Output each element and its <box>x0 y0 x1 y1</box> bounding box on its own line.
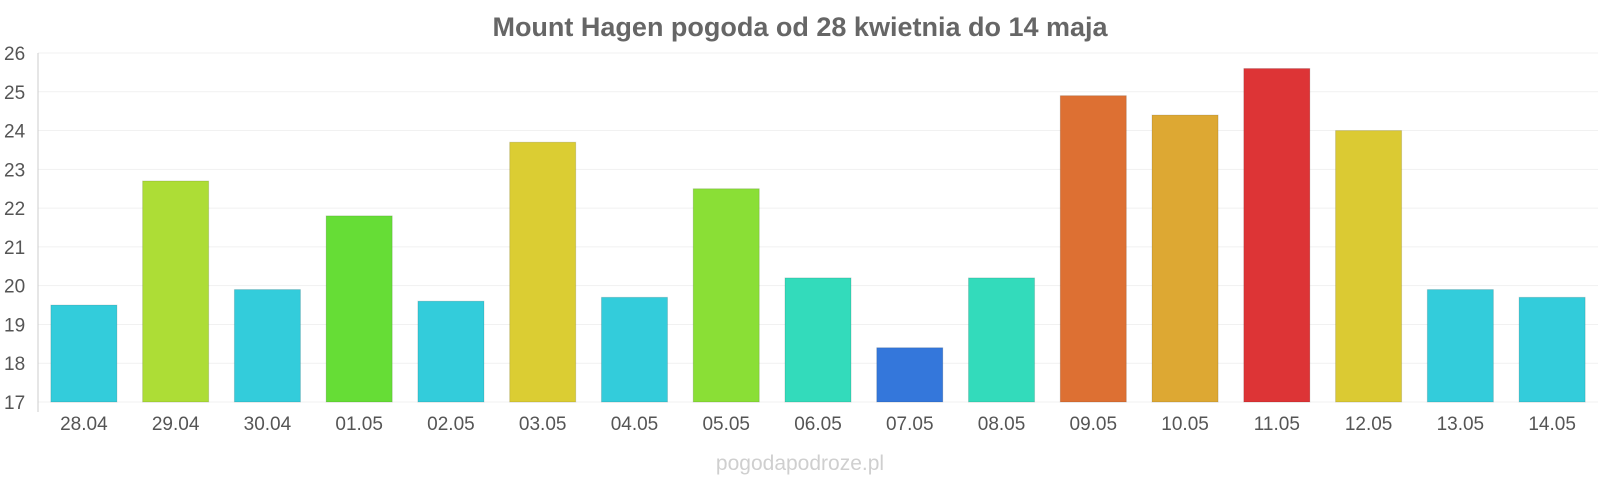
bar <box>1243 68 1311 403</box>
x-axis-ticks: 28.04 29.04 30.04 01.05 02.05 03.05 04.05 05.05… <box>60 414 1576 435</box>
bar <box>50 304 118 403</box>
y-tick-label: 17 <box>4 393 25 414</box>
x-tick-label: 03.05 <box>519 414 567 435</box>
x-tick-label: 04.05 <box>611 414 659 435</box>
bar <box>1335 130 1403 403</box>
bar <box>784 277 852 403</box>
bar <box>233 289 301 403</box>
y-tick-label: 23 <box>4 160 25 181</box>
y-tick-label: 24 <box>4 122 26 143</box>
y-tick-label: 18 <box>4 354 25 375</box>
y-tick-label: 25 <box>4 83 25 104</box>
bar <box>876 347 944 403</box>
x-tick-label: 30.04 <box>244 414 292 435</box>
bar <box>417 300 485 403</box>
x-tick-label: 10.05 <box>1161 414 1209 435</box>
x-tick-label: 01.05 <box>335 414 383 435</box>
x-tick-label: 09.05 <box>1070 414 1118 435</box>
y-tick-label: 19 <box>4 315 25 336</box>
x-tick-label: 05.05 <box>702 414 750 435</box>
y-axis-ticks: 17 18 19 20 21 22 23 24 25 26 <box>4 44 26 414</box>
bars <box>50 68 1586 403</box>
bar <box>509 141 577 403</box>
bar <box>142 180 210 403</box>
x-tick-label: 12.05 <box>1345 414 1393 435</box>
bar <box>1151 114 1219 403</box>
x-tick-label: 02.05 <box>427 414 475 435</box>
bar <box>692 188 760 403</box>
chart-title: Mount Hagen pogoda od 28 kwietnia do 14 … <box>492 12 1108 42</box>
bar <box>1518 296 1586 403</box>
x-tick-label: 11.05 <box>1254 414 1300 435</box>
watermark: pogodapodroze.pl <box>716 452 884 475</box>
bar <box>967 277 1036 403</box>
x-tick-label: 06.05 <box>794 414 842 435</box>
bar <box>1426 289 1494 403</box>
x-tick-label: 29.04 <box>152 414 200 435</box>
x-tick-label: 08.05 <box>978 414 1026 435</box>
x-tick-label: 14.05 <box>1528 414 1576 435</box>
y-tick-label: 22 <box>4 199 25 220</box>
x-tick-label: 07.05 <box>886 414 934 435</box>
x-tick-label: 13.05 <box>1437 414 1485 435</box>
y-tick-label: 26 <box>4 44 25 65</box>
bar <box>600 296 669 403</box>
bar <box>325 215 393 403</box>
y-tick-label: 21 <box>4 238 25 259</box>
x-tick-label: 28.04 <box>60 414 108 435</box>
y-tick-label: 20 <box>4 277 25 298</box>
bar <box>1059 95 1127 403</box>
